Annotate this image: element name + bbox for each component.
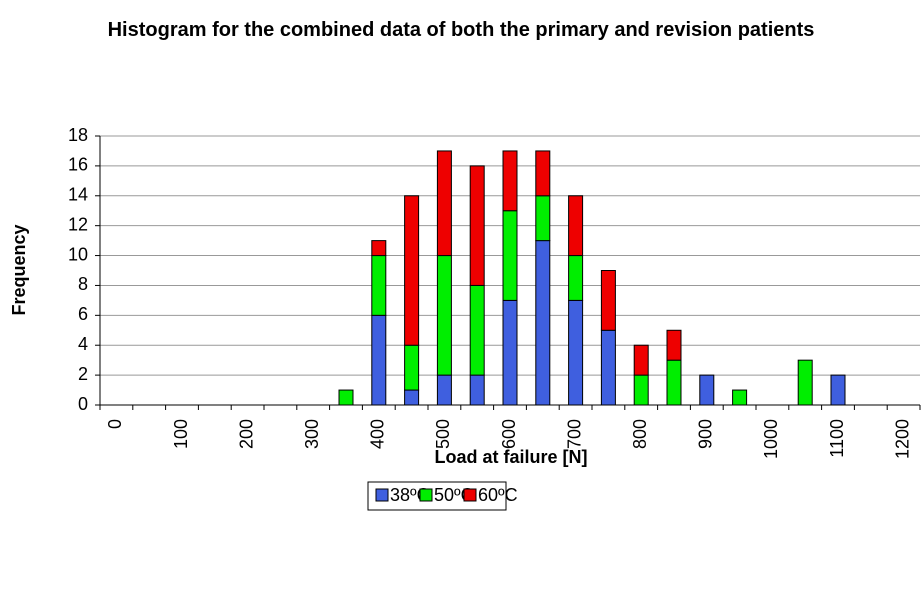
x-tick-label: 1200	[892, 419, 912, 459]
bar-segment	[371, 314, 387, 406]
bar-segment	[469, 165, 485, 286]
y-tick-label: 18	[68, 125, 88, 145]
y-tick-label: 16	[68, 155, 88, 175]
x-tick-label: 1100	[827, 419, 847, 458]
legend-swatch	[419, 488, 433, 502]
x-tick-label: 200	[236, 419, 256, 449]
legend-label: 60ºC	[478, 485, 518, 505]
bar-segment	[371, 240, 387, 257]
legend-swatch	[375, 488, 389, 502]
x-axis-label: Load at failure [N]	[434, 447, 587, 467]
bar-segment	[666, 329, 682, 361]
x-tick-label: 500	[433, 419, 453, 449]
y-axis-label: Frequency	[9, 224, 29, 315]
y-tick-label: 4	[78, 334, 88, 354]
x-tick-label: 700	[564, 419, 584, 449]
legend-box	[367, 481, 507, 511]
bar-segment	[404, 389, 420, 406]
bar-segment	[600, 329, 616, 406]
bar-segment	[568, 299, 584, 406]
bar-segment	[568, 255, 584, 301]
bar-segment	[699, 374, 715, 406]
bar-segment	[436, 255, 452, 376]
y-tick-label: 6	[78, 304, 88, 324]
bar-segment	[404, 344, 420, 391]
bar-segment	[469, 284, 485, 376]
bar-segment	[633, 374, 649, 406]
x-tick-label: 0	[105, 419, 125, 429]
bar-segment	[436, 374, 452, 406]
chart-title: Histogram for the combined data of both …	[107, 19, 815, 41]
x-tick-label: 600	[499, 419, 519, 449]
bar-segment	[469, 374, 485, 406]
bar-segment	[535, 150, 551, 197]
bar-segment	[535, 240, 551, 406]
bar-segment	[502, 150, 518, 212]
bar-segment	[502, 210, 518, 301]
bar-segment	[666, 359, 682, 406]
x-tick-label: 100	[171, 419, 191, 449]
bar-segment	[535, 195, 551, 242]
x-tick-label: 900	[696, 419, 716, 449]
bar-segment	[797, 359, 813, 406]
x-tick-label: 400	[368, 419, 388, 449]
x-tick-label: 800	[630, 419, 650, 449]
x-tick-label: 300	[302, 419, 322, 449]
bar-segment	[502, 299, 518, 406]
y-tick-label: 0	[78, 394, 88, 414]
bar-segment	[732, 389, 748, 406]
bar-segment	[371, 255, 387, 316]
y-tick-label: 8	[78, 274, 88, 294]
y-tick-label: 14	[68, 185, 88, 205]
bar-segment	[568, 195, 584, 257]
bar-segment	[436, 150, 452, 257]
y-tick-label: 10	[68, 244, 88, 264]
bar-segment	[338, 389, 354, 406]
bar-segment	[600, 270, 616, 331]
bar-segment	[830, 374, 846, 406]
bar-segment	[633, 344, 649, 376]
y-tick-label: 2	[78, 364, 88, 384]
bar-segment	[404, 195, 420, 346]
legend-swatch	[463, 488, 477, 502]
x-tick-label: 1000	[761, 419, 781, 459]
y-tick-label: 12	[68, 214, 88, 234]
